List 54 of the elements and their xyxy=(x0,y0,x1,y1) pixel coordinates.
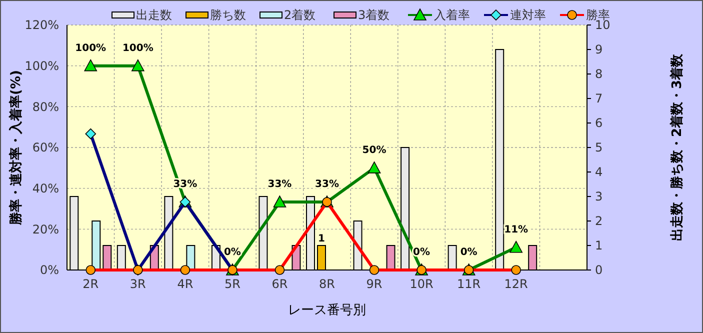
y2-tick-label: 5 xyxy=(595,140,603,155)
x-tick-label: 10R xyxy=(410,277,434,291)
legend-label: 2着数 xyxy=(284,8,316,22)
bar xyxy=(102,245,112,270)
y2-tick-label: 0 xyxy=(595,263,603,278)
bar xyxy=(495,49,504,270)
bar xyxy=(386,245,396,270)
legend-label: 3着数 xyxy=(358,8,390,22)
bar xyxy=(164,196,174,270)
y-tick-label: 100% xyxy=(24,59,59,74)
y-tick-label: 40% xyxy=(32,182,59,196)
x-tick-label: 12R xyxy=(504,277,528,291)
y-tick-label: 120% xyxy=(24,18,59,32)
y2-tick-label: 10 xyxy=(595,18,610,32)
data-label: 0% xyxy=(460,247,478,258)
data-label: 100% xyxy=(75,42,106,54)
x-tick-label: 8R xyxy=(319,277,335,291)
y2-tick-label: 4 xyxy=(595,165,603,180)
data-label: 33% xyxy=(315,179,339,190)
legend-label: 入着率 xyxy=(434,8,470,22)
x-tick-label: 9R xyxy=(366,277,382,291)
x-tick-label: 6R xyxy=(272,277,288,291)
y2-tick-label: 8 xyxy=(595,67,603,82)
data-label: 100% xyxy=(122,42,154,54)
y-axis-title: 勝率・連対率・入着率(%) xyxy=(8,70,24,226)
y2-tick-label: 9 xyxy=(595,42,603,57)
x-axis-title: レース番号別 xyxy=(288,303,366,318)
y2-tick-label: 7 xyxy=(595,92,603,106)
y2-tick-label: 2 xyxy=(595,214,603,228)
y-tick-label: 80% xyxy=(32,100,59,114)
bar xyxy=(116,245,126,270)
x-tick-label: 4R xyxy=(177,277,194,291)
legend-label: 連対率 xyxy=(510,8,546,22)
data-label: 11% xyxy=(504,224,528,236)
data-label: 50% xyxy=(362,144,386,156)
data-label: 0% xyxy=(224,247,241,258)
y2-tick-label: 6 xyxy=(595,116,603,130)
x-tick-label: 3R xyxy=(130,277,146,291)
bar xyxy=(448,245,457,270)
data-label: 1 xyxy=(318,234,326,244)
y2-tick-label: 3 xyxy=(595,190,603,204)
x-tick-label: 11R xyxy=(457,277,481,291)
legend-label: 勝ち数 xyxy=(210,8,246,22)
y2-axis-title: 出走数・勝ち数・2着数・3着数 xyxy=(669,52,685,242)
bar xyxy=(400,147,410,270)
x-tick-label: 2R xyxy=(82,277,99,291)
y-tick-label: 60% xyxy=(32,140,59,155)
data-label: 33% xyxy=(268,179,292,190)
legend-label: 出走数 xyxy=(136,8,172,22)
y-tick-label: 0% xyxy=(40,263,59,278)
y2-tick-label: 1 xyxy=(595,238,603,253)
bar xyxy=(258,196,268,270)
x-tick-label: 5R xyxy=(224,277,240,291)
y-tick-label: 20% xyxy=(32,222,59,236)
